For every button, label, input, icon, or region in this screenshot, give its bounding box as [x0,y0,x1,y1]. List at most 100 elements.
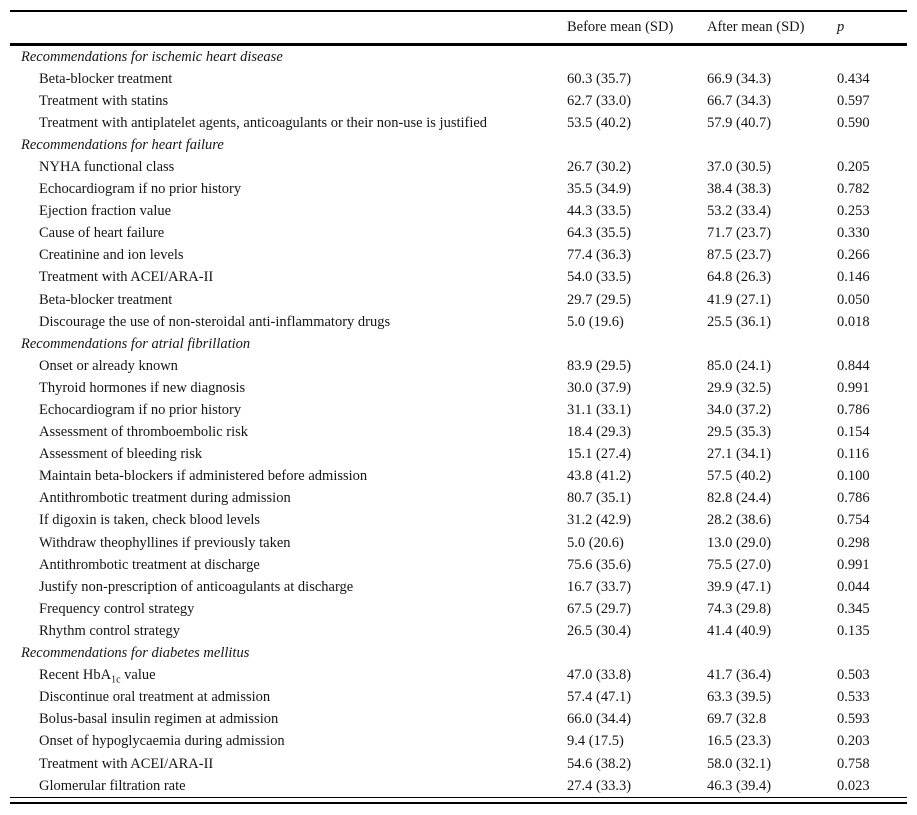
after-value: 34.0 (37.2) [707,402,772,418]
row-label: Discontinue oral treatment at admission [39,689,271,706]
before-value: 66.0 (34.4) [567,711,632,728]
table-body: Recommendations for ischemic heart disea… [10,46,907,797]
before-value: 30.0 (37.9) [567,379,632,396]
row-label: Ejection fraction value [39,203,172,220]
p-value: 0.146 [837,269,870,286]
after-value: 46.3 (39.4) [707,777,772,794]
p-value: 0.786 [837,402,870,418]
before-value [567,46,707,68]
table-row: Creatinine and ion levels 77.4 (36.3) 87.5… [10,244,907,266]
before-value: 35.5 (34.9) [567,181,632,198]
row-label: Beta-blocker treatment [39,70,173,87]
after-value: 38.4 (38.3) [707,181,772,198]
after-value: 57.9 (40.7) [707,114,772,131]
table-row: Maintain beta-blockers if administered b… [10,465,907,487]
p-value: 0.135 [837,622,870,639]
section-label: Recommendations for ischemic heart disea… [21,48,283,65]
recommendations-table: Before mean (SD) After mean (SD) p Recom… [10,10,907,805]
table-row: Treatment with ACEI/ARA-II 54.6 (38.2) 58.… [10,753,907,775]
section-row: Recommendations for heart failure [10,134,907,156]
table-row: If digoxin is taken, check blood levels 3… [10,509,907,531]
row-label: Assessment of thromboembolic risk [39,424,249,441]
before-value: 64.3 (35.5) [567,225,632,242]
after-value: 64.8 (26.3) [707,269,772,286]
after-value: 16.5 (23.3) [707,733,772,750]
table-row: Recent HbA1c value 47.0 (33.8) 41.7 (36.4)… [10,664,907,686]
after-value: 75.5 (27.0) [707,556,772,573]
table-row: Treatment with statins 62.7 (33.0) 66.7 (3… [10,90,907,112]
header-p: p [837,19,845,35]
after-value: 29.5 (35.3) [707,424,772,441]
header-after-mean: After mean (SD) [707,19,805,35]
p-value: 0.050 [837,291,870,308]
before-value: 5.0 (20.6) [567,534,624,551]
p-value [837,642,907,664]
table-row: NYHA functional class 26.7 (30.2) 37.0 (30… [10,156,907,178]
after-value: 27.1 (34.1) [707,446,772,463]
section-row: Recommendations for atrial fibrillation [10,333,907,355]
row-label: Antithrombotic treatment at discharge [39,556,260,573]
after-value: 13.0 (29.0) [707,534,772,551]
after-value: 58.0 (32.1) [707,755,772,772]
table-row: Discourage the use of non-steroidal anti… [10,311,907,333]
row-label: NYHA functional class [39,158,175,175]
before-value: 67.5 (29.7) [567,600,632,617]
p-value: 0.298 [837,534,870,551]
after-value: 41.7 (36.4) [707,667,772,684]
after-value: 66.7 (34.3) [707,92,772,109]
header-before-mean: Before mean (SD) [567,19,674,35]
subscript-text: 1c [111,674,121,686]
p-value: 0.266 [837,247,870,264]
after-value: 57.5 (40.2) [707,468,772,485]
row-label: Antithrombotic treatment during admissio… [39,490,291,507]
p-value: 0.203 [837,733,870,750]
before-value: 80.7 (35.1) [567,490,632,507]
row-label: Treatment with ACEI/ARA-II [39,755,214,772]
after-value: 28.2 (38.6) [707,512,772,529]
row-label: Onset or already known [39,357,178,374]
p-value: 0.597 [837,92,870,109]
row-label: Echocardiogram if no prior history [39,181,242,198]
before-value: 60.3 (35.7) [567,70,632,87]
table-row: Beta-blocker treatment 29.7 (29.5) 41.9 (2… [10,289,907,311]
table-row: Treatment with antiplatelet agents, anti… [10,112,907,134]
after-value [707,134,837,156]
p-value: 0.345 [837,600,870,617]
after-value [707,46,837,68]
table-row: Rhythm control strategy 26.5 (30.4) 41.4 (… [10,620,907,642]
row-label: Withdraw theophyllines if previously tak… [39,534,291,551]
p-value [837,134,907,156]
after-value [707,333,837,355]
table-row: Treatment with ACEI/ARA-II 54.0 (33.5) 64.… [10,266,907,288]
p-value: 0.533 [837,689,870,706]
after-value: 41.4 (40.9) [707,622,772,639]
row-label: If digoxin is taken, check blood levels [39,512,261,529]
row-label: Justify non-prescription of anticoagulan… [39,578,354,595]
row-label: Treatment with statins [39,92,169,109]
before-value: 26.5 (30.4) [567,622,632,639]
p-value [837,46,907,68]
p-value: 0.991 [837,556,870,573]
after-value: 85.0 (24.1) [707,357,772,374]
row-label: Glomerular filtration rate [39,777,186,794]
after-value: 74.3 (29.8) [707,600,772,617]
before-value: 31.1 (33.1) [567,402,632,418]
p-value [837,333,907,355]
table-row: Ejection fraction value 44.3 (33.5) 53.2 (… [10,200,907,222]
row-label: Bolus-basal insulin regimen at admission [39,711,279,728]
p-value: 0.434 [837,70,870,87]
before-value: 83.9 (29.5) [567,357,632,374]
before-value [567,134,707,156]
p-value: 0.782 [837,181,870,198]
p-value: 0.593 [837,711,870,728]
row-label: Beta-blocker treatment [39,291,173,308]
table-row: Cause of heart failure 64.3 (35.5) 71.7 (2… [10,222,907,244]
table-row: Echocardiogram if no prior history 35.5 (… [10,178,907,200]
p-value: 0.844 [837,357,870,374]
p-value: 0.044 [837,578,870,595]
after-value: 66.9 (34.3) [707,70,772,87]
after-value: 71.7 (23.7) [707,225,772,242]
after-value: 41.9 (27.1) [707,291,772,308]
row-label: Treatment with antiplatelet agents, anti… [39,114,488,131]
